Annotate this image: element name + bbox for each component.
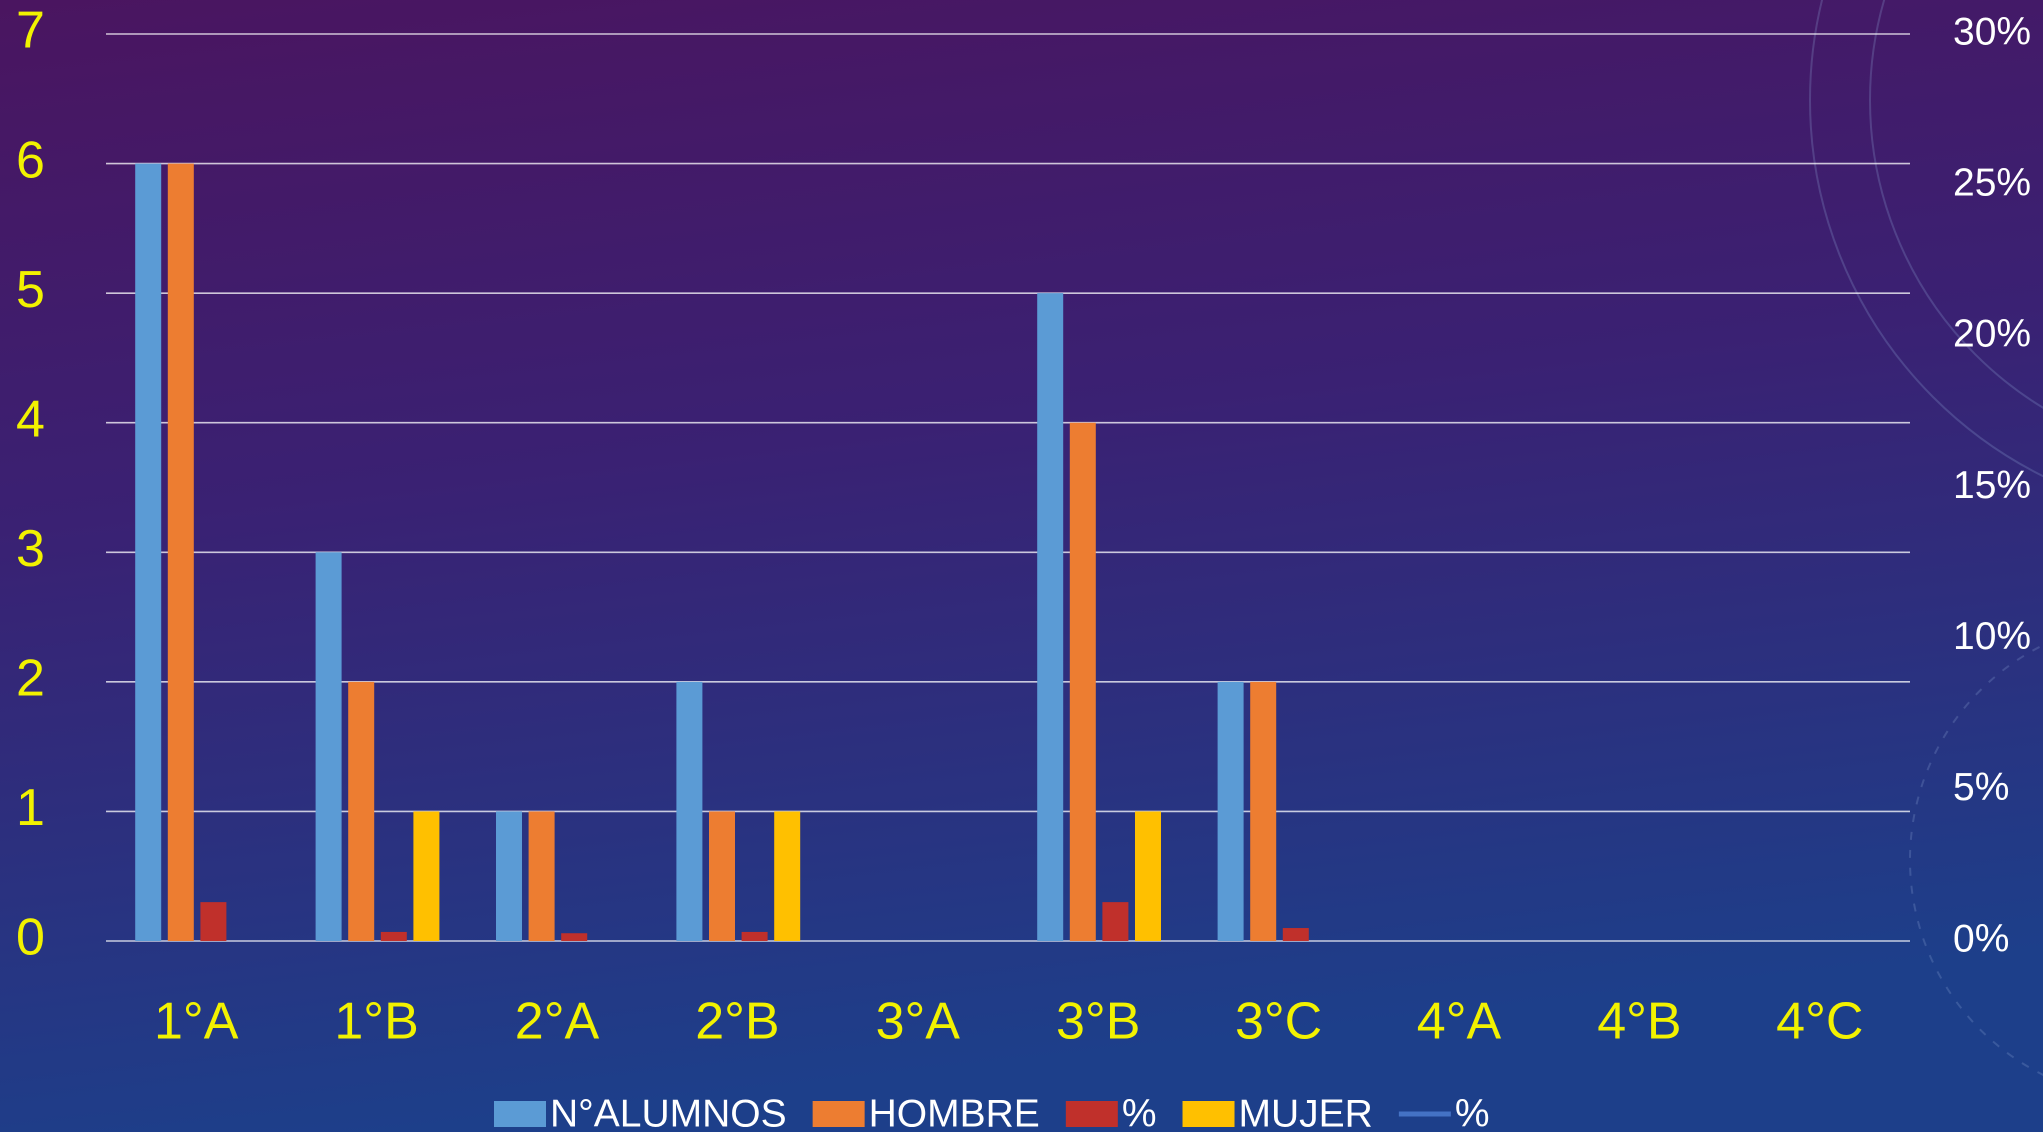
bar [1069,422,1096,941]
x-tick-label: 3°B [1056,993,1140,1051]
bar [167,163,194,942]
y2-tick-label: 25% [1953,161,2031,204]
bar [709,811,735,941]
y-tick-label: 0 [16,909,45,967]
x-tick-label: 3°C [1235,993,1322,1051]
y-tick-label: 6 [16,131,45,189]
bar [676,681,703,941]
legend-swatch [1182,1101,1235,1127]
bar [1102,902,1129,941]
y-tick-label: 3 [16,520,45,578]
bar [1217,681,1244,941]
bar [561,933,588,941]
bar [496,811,522,941]
y-tick-label: 2 [16,650,45,708]
y2-tick-label: 20% [1953,313,2031,356]
bar [741,931,768,941]
y2-tick-label: 5% [1953,766,2009,809]
legend-swatch [1065,1101,1118,1127]
x-tick-label: 1°A [154,993,239,1051]
legend-swatch [494,1101,546,1127]
x-tick-label: 4°B [1597,993,1681,1051]
bar [413,811,440,941]
bar [380,931,407,941]
y2-tick-label: 30% [1953,10,2031,53]
legend-label: N°ALUMNOS [550,1092,787,1132]
y2-tick-label: 15% [1953,464,2031,507]
x-tick-label: 2°B [695,993,779,1051]
legend-label: HOMBRE [869,1092,1040,1132]
legend-swatch [812,1101,865,1127]
x-tick-label: 1°B [334,993,418,1051]
bar [135,163,162,942]
legend-label: % [1455,1092,1490,1132]
legend-label: MUJER [1239,1092,1373,1132]
y2-tick-label: 10% [1953,615,2031,658]
legend-label: % [1122,1092,1157,1132]
x-tick-label: 3°A [876,993,961,1051]
y2-tick-label: 0% [1953,917,2009,960]
y-tick-label: 1 [16,779,45,837]
x-tick-label: 4°C [1776,993,1863,1051]
decoration [1809,0,2043,1076]
bar [1282,928,1309,941]
bar [200,902,227,941]
x-tick-label: 4°A [1417,993,1502,1051]
bar [528,811,555,941]
bar [1037,293,1064,942]
y-tick-label: 5 [16,261,45,319]
y-tick-label: 4 [16,390,45,448]
x-tick-label: 2°A [515,993,600,1051]
bar [774,811,801,941]
bar [348,681,375,941]
bar [1250,681,1277,941]
bar [315,552,342,941]
y-tick-label: 7 [16,2,45,60]
bar [1135,811,1161,941]
